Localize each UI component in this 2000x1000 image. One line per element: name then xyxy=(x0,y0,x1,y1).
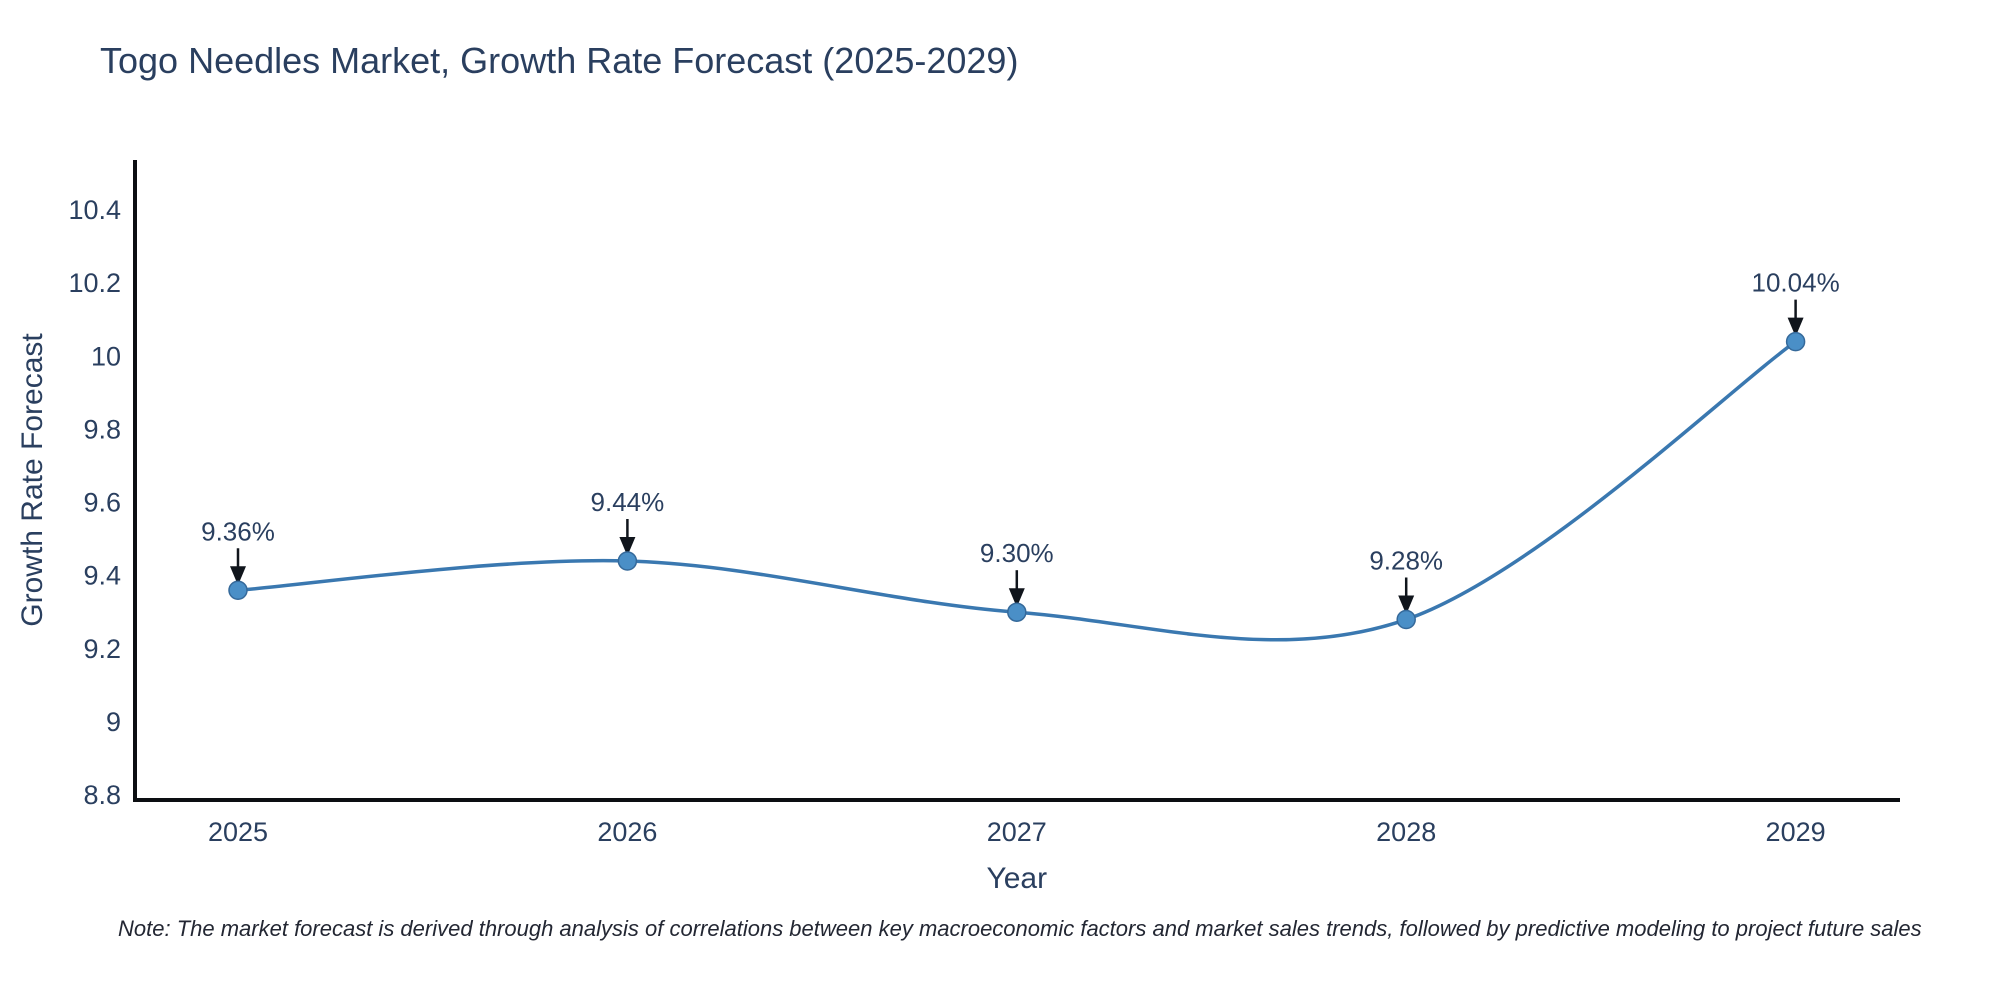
annotation-label: 9.44% xyxy=(591,487,665,517)
y-axis-ticks: 8.8 9 9.2 9.4 9.6 9.8 10 10.2 10.4 xyxy=(68,195,121,810)
y-tick-label: 8.8 xyxy=(83,780,121,810)
annotation-arrow-head xyxy=(1787,317,1804,337)
x-tick-label: 2028 xyxy=(1376,817,1436,847)
annotation-arrow-head xyxy=(1008,588,1025,608)
chart-note: Note: The market forecast is derived thr… xyxy=(118,916,1922,941)
x-tick-label: 2029 xyxy=(1766,817,1826,847)
axes xyxy=(133,160,1900,802)
y-tick-label: 10 xyxy=(91,341,121,371)
y-axis-title: Growth Rate Forecast xyxy=(16,333,49,627)
y-tick-label: 9.6 xyxy=(83,488,121,518)
series-line xyxy=(236,339,1798,642)
y-tick-label: 10.4 xyxy=(68,195,121,225)
x-tick-label: 2025 xyxy=(208,817,268,847)
x-tick-label: 2026 xyxy=(597,817,657,847)
annotation-label: 9.36% xyxy=(201,516,275,546)
x-tick-label: 2027 xyxy=(987,817,1047,847)
data-point-2027[interactable] xyxy=(1007,602,1027,622)
annotation-arrow-head xyxy=(1398,595,1415,615)
axis-lines xyxy=(133,160,1900,802)
annotation-label: 10.04% xyxy=(1752,268,1840,298)
data-point-2028[interactable] xyxy=(1396,609,1416,630)
y-tick-label: 9.8 xyxy=(83,414,121,444)
y-tick-label: 10.2 xyxy=(68,268,121,298)
annotation-arrow-head xyxy=(619,537,636,556)
data-point-2025[interactable] xyxy=(228,580,248,600)
y-tick-label: 9.2 xyxy=(83,634,121,664)
y-tick-label: 9.4 xyxy=(83,561,121,591)
annotations: 9.36% 9.44% 9.30% 9.28% 10.04% xyxy=(201,268,1840,615)
data-point-2029[interactable] xyxy=(1785,331,1806,352)
annotation-arrow-head xyxy=(230,566,246,586)
x-axis-ticks: 2025 2026 2027 2028 2029 xyxy=(208,817,1826,847)
data-point-2026[interactable] xyxy=(617,551,638,571)
annotation-label: 9.30% xyxy=(980,538,1054,568)
chart-title: Togo Needles Market, Growth Rate Forecas… xyxy=(100,40,1019,81)
y-tick-label: 9 xyxy=(106,707,121,737)
series-markers xyxy=(228,331,1806,630)
annotation-label: 9.28% xyxy=(1369,546,1443,576)
x-axis-title: Year xyxy=(986,862,1047,895)
